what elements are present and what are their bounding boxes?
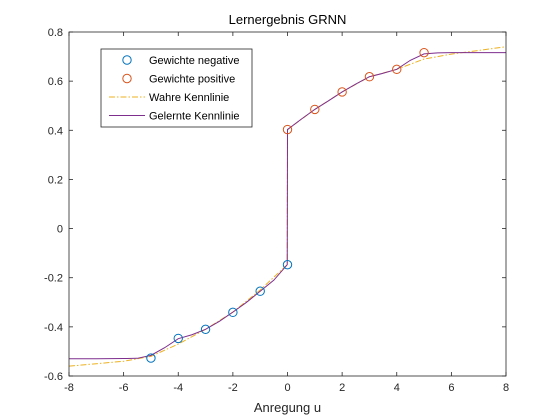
data-point (337, 87, 347, 97)
x-tick-label: -6 (119, 382, 129, 394)
legend-marker (122, 55, 132, 65)
data-point (146, 353, 156, 363)
data-point (392, 64, 402, 75)
legend-box (100, 48, 253, 128)
data-point (364, 72, 375, 82)
data-point (255, 286, 265, 296)
x-tick-label: 8 (503, 382, 509, 394)
data-point (282, 259, 293, 270)
series-line-learned (69, 52, 506, 360)
legend-label: Gewichte negative (149, 55, 240, 67)
x-tick-label: 0 (284, 382, 290, 394)
y-tick-label: -0.4 (44, 322, 63, 334)
y-tick-label: -0.6 (44, 371, 63, 383)
plot-series (68, 46, 507, 367)
x-tick-label: 6 (448, 382, 454, 394)
y-tick-label: 0 (57, 224, 63, 236)
legend-label: Gewichte positive (149, 74, 235, 86)
x-tick-label: -4 (173, 382, 183, 394)
data-point (419, 47, 429, 58)
y-tick-label: 0.6 (48, 76, 63, 88)
data-point (228, 307, 238, 318)
x-tick-label: 4 (394, 382, 400, 394)
y-tick-label: -0.2 (44, 273, 63, 285)
x-tick-label: 2 (339, 382, 345, 394)
x-tick-label: -2 (228, 382, 238, 394)
x-axis-label: Anregung u (254, 400, 321, 415)
axis-ticks: -8 -6 -4 -2 0 2 4 6 8 -0.6 -0.4 -0.2 0 0.2 0.4 0.6 0.8 (44, 27, 509, 394)
data-point (200, 324, 211, 335)
legend-label: Wahre Kennlinie (149, 92, 229, 104)
data-point (282, 124, 293, 135)
x-tick-label: -8 (64, 382, 74, 394)
y-tick-label: 0.2 (48, 174, 63, 186)
chart-title: Lernergebnis GRNN (229, 12, 347, 27)
legend: Gewichte negative Gewichte positive Wahre … (100, 48, 253, 128)
legend-marker (122, 73, 132, 84)
y-tick-label: 0.8 (48, 27, 63, 39)
legend-label: Gelernte Kennlinie (149, 111, 240, 123)
y-tick-label: 0.4 (48, 125, 63, 137)
data-point (173, 333, 183, 344)
data-point (310, 104, 320, 115)
